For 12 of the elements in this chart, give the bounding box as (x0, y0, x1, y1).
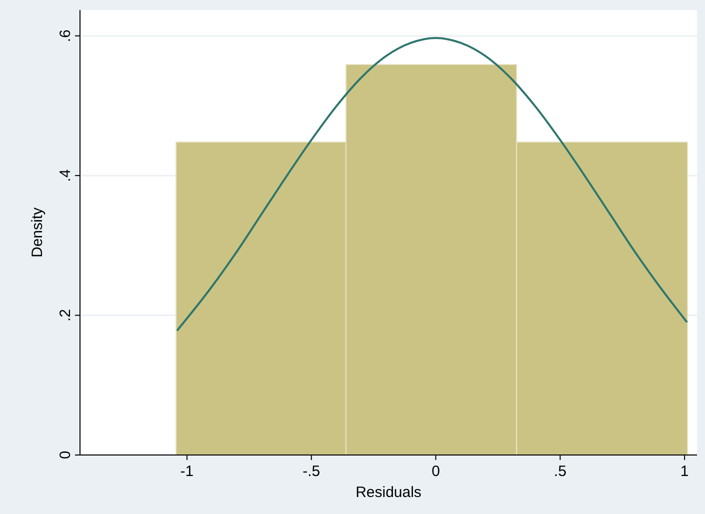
y-tick-label: 0 (57, 450, 74, 460)
x-tick-label: -.5 (302, 463, 320, 480)
y-tick-label: .2 (57, 309, 74, 322)
y-tick-label: .6 (57, 30, 74, 42)
line-series (176, 36, 688, 332)
x-axis-title: Residuals (356, 484, 422, 501)
x-tick-label: .5 (554, 463, 566, 480)
y-tick-label: .4 (57, 169, 74, 182)
x-tick-label: 0 (432, 463, 440, 480)
x-tick-label: -1 (180, 463, 194, 480)
y-axis-title: Density (29, 207, 46, 258)
x-tick-label: 1 (680, 463, 689, 480)
